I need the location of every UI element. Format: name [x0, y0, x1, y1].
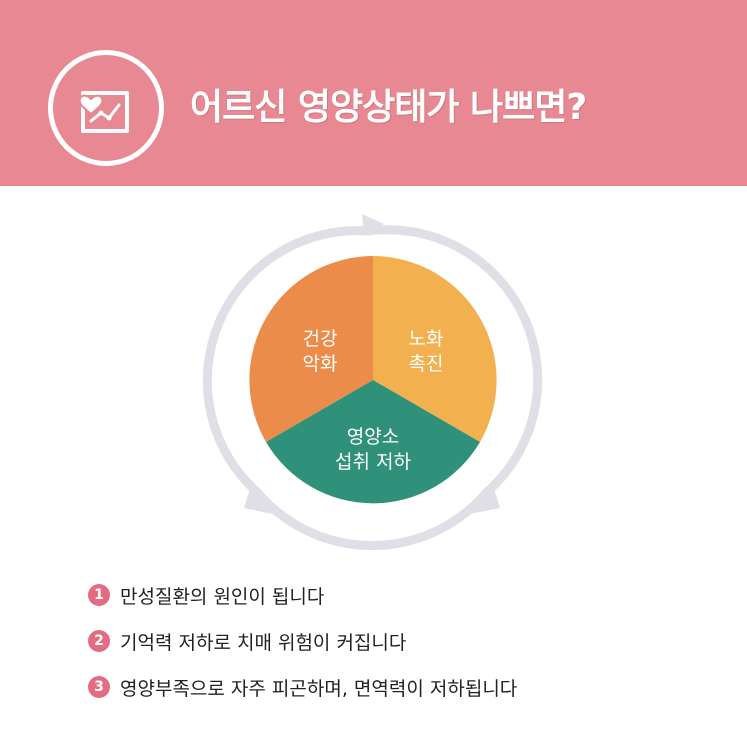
ring-arc-left	[202, 226, 373, 498]
segment-label-nutrition: 영양소 섭취 저하	[318, 425, 428, 475]
pie-segment-nutrition	[266, 380, 480, 504]
header-banner: 어르신 영양상태가 나쁘면?	[0, 0, 747, 186]
ring-arrow-right	[470, 482, 500, 514]
number-badge: 1	[88, 584, 110, 606]
list-item-text: 만성질환의 원인이 됩니다	[120, 585, 325, 608]
number-badge: 3	[88, 676, 110, 698]
ring-arc-right	[363, 225, 543, 498]
segment-label-aging-line2: 촉진	[408, 353, 444, 375]
pie-segment-health	[249, 256, 373, 442]
ring-arc-bottom	[253, 488, 491, 551]
segment-label-nutrition-line1: 영양소	[346, 426, 400, 448]
segment-label-health: 건강 악화	[292, 327, 348, 377]
health-chart-icon	[48, 50, 164, 166]
ring-arrow-left	[244, 482, 272, 514]
segment-label-aging-line1: 노화	[408, 328, 444, 350]
segment-label-health-line1: 건강	[302, 328, 338, 350]
segment-label-health-line2: 악화	[302, 353, 338, 375]
list-item: 3 영양부족으로 자주 피곤하며, 면역력이 저하됩니다	[88, 672, 517, 702]
pie-segment-aging	[373, 256, 497, 442]
segment-label-nutrition-line2: 섭취 저하	[335, 451, 411, 473]
segment-label-aging: 노화 촉진	[398, 327, 454, 377]
page-title: 어르신 영양상태가 나쁘면?	[190, 87, 587, 128]
list-item: 1 만성질환의 원인이 됩니다	[88, 580, 324, 610]
number-badge: 2	[88, 630, 110, 652]
ring-arrow-top	[362, 214, 384, 236]
list-item: 2 기억력 저하로 치매 위험이 커집니다	[88, 626, 406, 656]
list-item-text: 영양부족으로 자주 피곤하며, 면역력이 저하됩니다	[120, 677, 518, 700]
cycle-diagram	[202, 214, 543, 551]
list-item-text: 기억력 저하로 치매 위험이 커집니다	[120, 631, 407, 654]
